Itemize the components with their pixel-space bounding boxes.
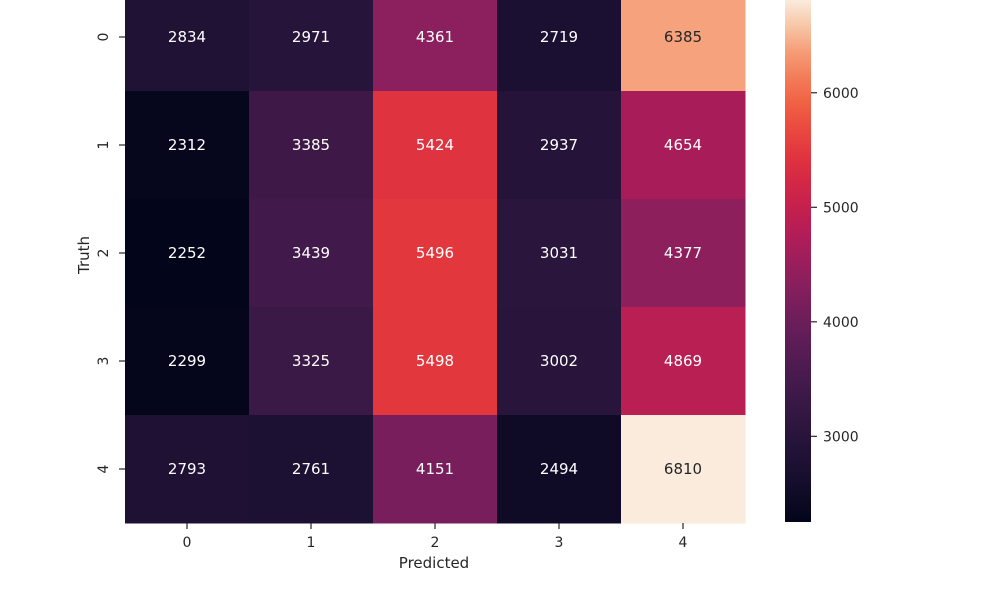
heatmap-cell xyxy=(125,415,250,524)
cell-value-label: 5496 xyxy=(416,244,454,262)
heatmap-cell xyxy=(249,91,374,200)
heatmap-cell xyxy=(373,415,498,524)
y-tick-label: 1 xyxy=(96,141,112,150)
heatmap-cell xyxy=(125,91,250,200)
cell-value-label: 4654 xyxy=(664,136,702,154)
cell-value-label: 2834 xyxy=(168,28,206,46)
cell-value-label: 3439 xyxy=(292,244,330,262)
cell-value-label: 2299 xyxy=(168,352,206,370)
y-tick-label: 4 xyxy=(96,464,112,473)
x-tick-label: 0 xyxy=(183,535,192,551)
cell-value-label: 2494 xyxy=(540,460,578,478)
cell-value-label: 2793 xyxy=(168,460,206,478)
cell-value-label: 2971 xyxy=(292,28,330,46)
y-tick-label: 2 xyxy=(96,249,112,258)
heatmap-cell xyxy=(373,0,498,92)
heatmap-cell xyxy=(373,91,498,200)
cell-value-label: 4869 xyxy=(664,352,702,370)
colorbar-tick-label: 4000 xyxy=(823,315,859,331)
heatmap-cell xyxy=(125,0,250,92)
heatmap-cell xyxy=(497,199,622,308)
cell-value-label: 4151 xyxy=(416,460,454,478)
cell-value-label: 2761 xyxy=(292,460,330,478)
heatmap-cell xyxy=(249,415,374,524)
heatmap-cell xyxy=(249,199,374,308)
y-axis-label: Truth xyxy=(75,236,93,275)
heatmap-cell xyxy=(249,0,374,92)
colorbar-tick-label: 5000 xyxy=(823,200,859,216)
y-tick-label: 0 xyxy=(96,33,112,42)
heatmap-cell xyxy=(249,307,374,416)
x-tick-label: 4 xyxy=(679,535,688,551)
cell-value-label: 3031 xyxy=(540,244,578,262)
cell-value-label: 5498 xyxy=(416,352,454,370)
y-tick-label: 3 xyxy=(96,357,112,366)
cell-value-label: 6385 xyxy=(664,28,702,46)
cell-annotations: 2834 2971 4361 2719 6385 2312 3385 5424 2937 4654… xyxy=(168,28,702,478)
heatmap-cells xyxy=(125,0,746,524)
heatmap-cell xyxy=(497,415,622,524)
x-tick-label: 1 xyxy=(307,535,316,551)
heatmap-cell xyxy=(621,91,746,200)
heatmap-cell xyxy=(497,91,622,200)
heatmap-cell xyxy=(125,199,250,308)
heatmap-cell xyxy=(497,0,622,92)
cell-value-label: 2937 xyxy=(540,136,578,154)
heatmap-cell xyxy=(621,0,746,92)
cell-value-label: 3002 xyxy=(540,352,578,370)
x-axis-label: Predicted xyxy=(399,554,469,572)
colorbar-tick-label: 6000 xyxy=(823,86,859,102)
heatmap-cell xyxy=(621,307,746,416)
cell-value-label: 4361 xyxy=(416,28,454,46)
cell-value-label: 5424 xyxy=(416,136,454,154)
heatmap-cell xyxy=(621,415,746,524)
heatmap-cell xyxy=(497,307,622,416)
cell-value-label: 6810 xyxy=(664,460,702,478)
x-axis: 0 1 2 3 4 xyxy=(183,523,688,551)
heatmap-cell xyxy=(621,199,746,308)
y-axis: 0 1 2 3 4 xyxy=(96,33,125,473)
colorbar-tick-label: 3000 xyxy=(823,429,859,445)
cell-value-label: 3325 xyxy=(292,352,330,370)
heatmap-cell xyxy=(373,199,498,308)
colorbar-gradient xyxy=(785,0,811,522)
heatmap-cell xyxy=(373,307,498,416)
cell-value-label: 2252 xyxy=(168,244,206,262)
x-tick-label: 2 xyxy=(431,535,440,551)
heatmap-cell xyxy=(125,307,250,416)
cell-value-label: 3385 xyxy=(292,136,330,154)
cell-value-label: 2719 xyxy=(540,28,578,46)
x-tick-label: 3 xyxy=(555,535,564,551)
cell-value-label: 2312 xyxy=(168,136,206,154)
cell-value-label: 4377 xyxy=(664,244,702,262)
colorbar: 3000 4000 5000 6000 xyxy=(785,0,859,522)
